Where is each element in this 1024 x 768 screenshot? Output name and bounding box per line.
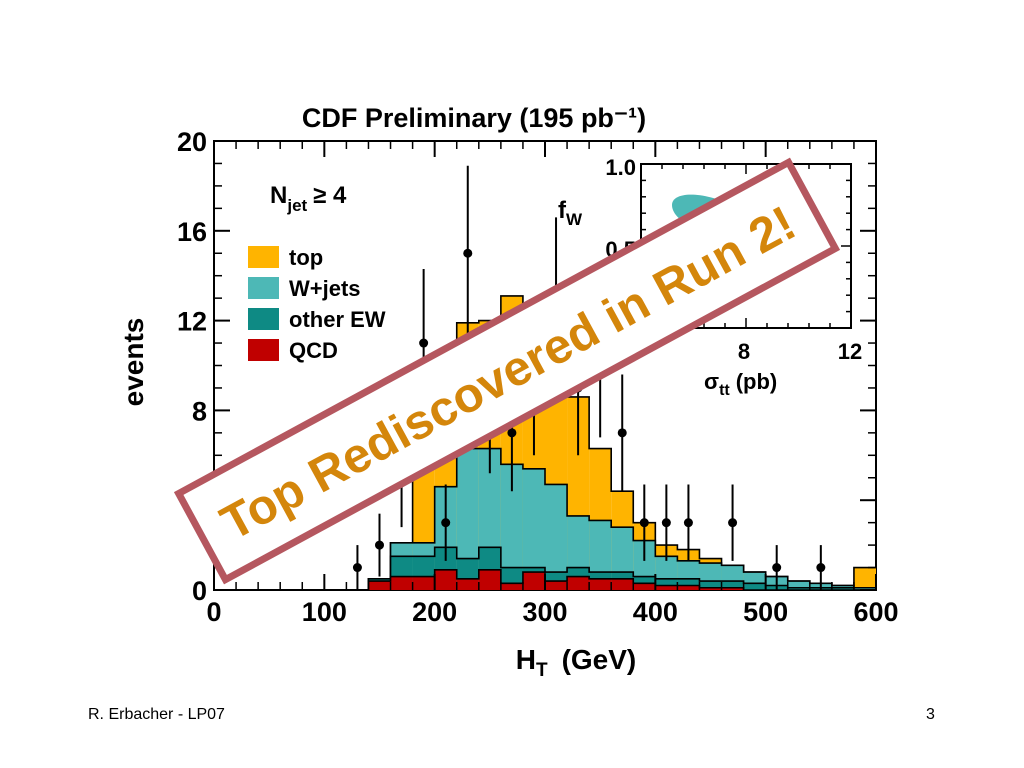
data-point-12 bbox=[617, 428, 627, 438]
bar-other-ew-26 bbox=[787, 587, 810, 590]
y-tick-label-5: 20 bbox=[177, 127, 207, 157]
bar-qcd-15 bbox=[545, 581, 568, 590]
data-point-16 bbox=[728, 518, 738, 528]
bar-w-jets-26 bbox=[787, 581, 810, 590]
bar-qcd-19 bbox=[633, 583, 656, 590]
bar-other-ew-22 bbox=[699, 581, 722, 590]
legend-label-other-ew: other EW bbox=[289, 307, 386, 332]
data-point-14 bbox=[661, 518, 671, 528]
x-tick-label-5: 500 bbox=[743, 597, 788, 627]
bar-other-ew-23 bbox=[721, 581, 744, 590]
y-tick-label-0: 0 bbox=[192, 576, 207, 606]
bar-qcd-17 bbox=[589, 578, 612, 590]
y-axis-label: events bbox=[118, 318, 149, 407]
data-point-13 bbox=[639, 518, 649, 528]
bar-qcd-20 bbox=[655, 585, 678, 590]
axis-ticks: 0 100 200 300 400 500 600 0 8 12 16 20 bbox=[177, 127, 899, 627]
legend-swatch-qcd bbox=[248, 339, 279, 361]
bar-qcd-23 bbox=[721, 587, 744, 590]
legend-swatch-top bbox=[248, 246, 279, 268]
inset-ytick-1: 1.0 bbox=[605, 155, 636, 180]
bar-qcd-16 bbox=[567, 576, 590, 590]
bar-qcd-10 bbox=[434, 569, 457, 590]
slide-page-number: 3 bbox=[926, 706, 935, 723]
bar-qcd-9 bbox=[412, 576, 435, 590]
data-point-18 bbox=[816, 563, 826, 573]
inset-xlabel: σtt (pb) bbox=[704, 369, 777, 399]
chart-title: CDF Preliminary (195 pb⁻¹) bbox=[302, 103, 646, 133]
legend-swatch-other-ew bbox=[248, 308, 279, 330]
y-tick-label-4: 16 bbox=[177, 217, 207, 247]
bar-qcd-11 bbox=[456, 578, 479, 590]
x-tick-label-0: 0 bbox=[206, 597, 221, 627]
legend-label-top: top bbox=[289, 245, 323, 270]
bar-qcd-14 bbox=[522, 572, 545, 590]
inset-ylabel: fW bbox=[558, 197, 583, 229]
bar-w-jets-11 bbox=[456, 448, 479, 590]
x-tick-label-3: 300 bbox=[522, 597, 567, 627]
x-tick-label-2: 200 bbox=[412, 597, 457, 627]
inset-xtick-8: 8 bbox=[738, 339, 750, 364]
banner-frame bbox=[173, 157, 841, 585]
bar-qcd-13 bbox=[500, 583, 523, 590]
x-tick-label-4: 400 bbox=[633, 597, 678, 627]
legend: top W+jets other EW QCD bbox=[248, 245, 386, 363]
data-point-4 bbox=[441, 518, 451, 528]
bar-qcd-7 bbox=[368, 581, 391, 590]
bar-qcd-21 bbox=[677, 585, 700, 590]
slide-footer-author: R. Erbacher - LP07 bbox=[88, 706, 225, 723]
legend-label-w-jets: W+jets bbox=[289, 276, 361, 301]
bar-w-jets-29 bbox=[853, 587, 876, 590]
data-point-7 bbox=[507, 428, 517, 438]
bar-qcd-8 bbox=[390, 576, 413, 590]
bar-qcd-18 bbox=[611, 578, 634, 590]
legend-label-qcd: QCD bbox=[289, 338, 338, 363]
bar-other-ew-28 bbox=[831, 587, 854, 590]
bar-top-29 bbox=[853, 567, 876, 590]
bar-w-jets-15 bbox=[545, 484, 568, 590]
bar-other-ew-21 bbox=[677, 578, 700, 590]
bar-w-jets-13 bbox=[500, 464, 523, 590]
data-point-3 bbox=[419, 338, 429, 348]
bar-w-jets-14 bbox=[522, 468, 545, 590]
x-tick-label-6: 600 bbox=[853, 597, 898, 627]
data-point-1 bbox=[375, 540, 384, 550]
data-point-17 bbox=[772, 563, 782, 573]
bar-other-ew-24 bbox=[743, 583, 766, 590]
y-tick-label-2: 8 bbox=[192, 396, 207, 426]
bar-qcd-12 bbox=[478, 569, 501, 590]
inset-xtick-12: 12 bbox=[838, 339, 862, 364]
y-tick-label-3: 12 bbox=[177, 307, 207, 337]
data-point-15 bbox=[683, 518, 693, 528]
legend-swatch-w-jets bbox=[248, 277, 279, 299]
x-tick-label-1: 100 bbox=[302, 597, 347, 627]
bar-other-ew-20 bbox=[655, 578, 678, 590]
x-axis-label: HT (GeV) bbox=[516, 644, 637, 681]
bar-qcd-22 bbox=[699, 587, 722, 590]
data-point-0 bbox=[352, 563, 362, 573]
data-point-5 bbox=[463, 248, 473, 258]
njet-annotation: Njet ≥ 4 bbox=[270, 182, 347, 215]
